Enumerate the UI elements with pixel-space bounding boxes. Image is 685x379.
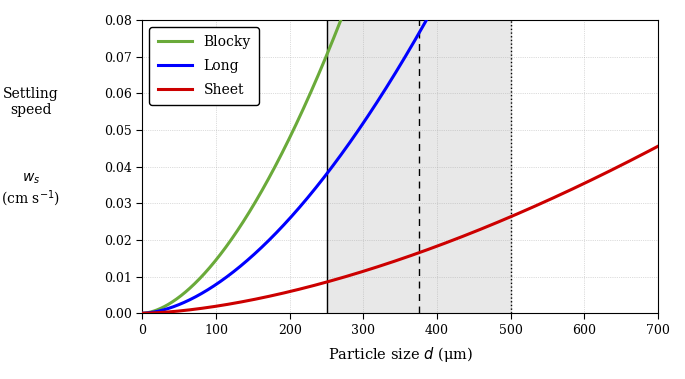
Bar [327, 20, 511, 313]
Legend: Blocky, Long, Sheet: Blocky, Long, Sheet [149, 27, 259, 105]
Text: Settling
speed: Settling speed [3, 87, 59, 117]
X-axis label: Particle size $d$ (μm): Particle size $d$ (μm) [327, 345, 473, 364]
Text: $w_s$
(cm s$^{-1}$): $w_s$ (cm s$^{-1}$) [1, 171, 60, 209]
